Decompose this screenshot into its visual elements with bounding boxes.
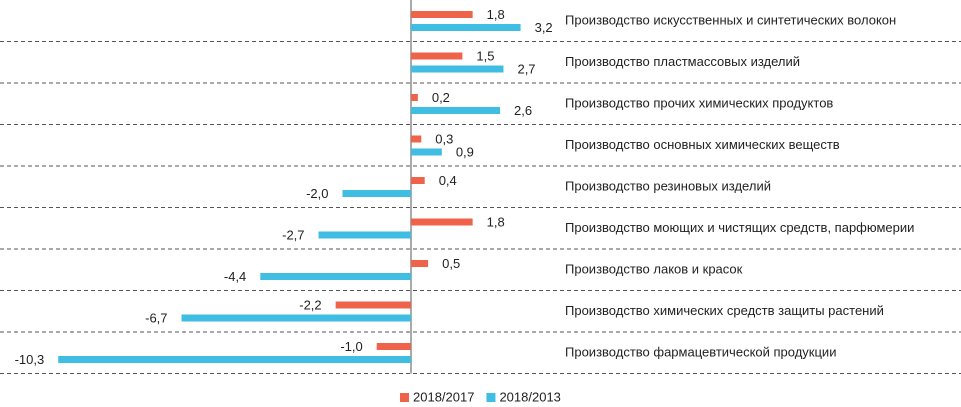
bar (411, 177, 425, 184)
value-label: -4,4 (224, 269, 246, 284)
category-label: Производство искусственных и синтетическ… (565, 12, 896, 27)
value-label: 1,8 (487, 214, 505, 229)
bar (411, 218, 473, 226)
bar (411, 24, 521, 31)
value-label: -2,2 (299, 297, 321, 312)
bar (411, 52, 463, 60)
bar (260, 273, 411, 280)
value-label: 1,5 (476, 48, 494, 63)
category-label: Производство пластмассовых изделий (565, 54, 800, 69)
value-label: 2,6 (514, 103, 532, 118)
category-label: Производство лаков и красок (565, 261, 743, 276)
value-label: -10,3 (15, 352, 45, 367)
value-label: 0,2 (432, 90, 450, 105)
bar (376, 343, 411, 350)
value-label: -1,0 (340, 339, 362, 354)
value-label: 0,3 (435, 131, 453, 146)
value-label: 2,7 (517, 61, 535, 76)
category-label: Производство химических средств защиты р… (565, 303, 884, 318)
legend-label: 2018/2013 (499, 389, 560, 404)
value-label: 0,9 (456, 144, 474, 159)
category-label: Производство резиновых изделий (565, 178, 771, 193)
value-label: 3,2 (535, 20, 553, 35)
bar (411, 65, 504, 73)
bar (411, 107, 501, 114)
category-label: Производство прочих химических продуктов (565, 95, 833, 110)
value-label: 0,5 (442, 256, 460, 271)
bar (58, 356, 411, 363)
category-label: Производство моющих и чистящих средств, … (565, 220, 914, 235)
bar (181, 314, 411, 322)
bar (335, 301, 411, 309)
category-label: Производство основных химических веществ (565, 137, 840, 152)
bar (342, 190, 411, 197)
bar (411, 260, 429, 267)
bar (318, 231, 411, 239)
legend-label: 2018/2017 (413, 389, 474, 404)
bar (411, 148, 442, 156)
category-label: Производство фармацевтической продукции (565, 344, 836, 359)
legend-swatch (486, 393, 496, 402)
legend-swatch (400, 393, 409, 402)
value-label: 0,4 (439, 173, 457, 188)
bar (411, 135, 422, 143)
bar (411, 94, 418, 101)
bar (411, 11, 473, 18)
value-label: 1,8 (487, 7, 505, 22)
value-label: -2,0 (306, 186, 328, 201)
value-label: -6,7 (145, 310, 167, 325)
value-label: -2,7 (282, 227, 304, 242)
